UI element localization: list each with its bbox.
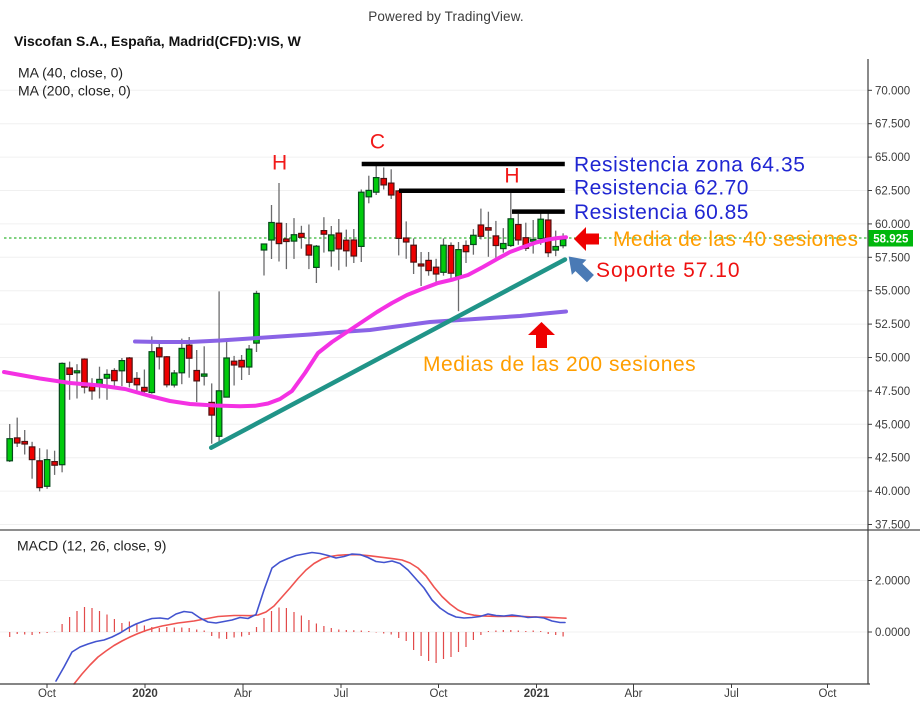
svg-text:62.500: 62.500 [875, 186, 910, 198]
svg-text:Soporte 57.10: Soporte 57.10 [596, 259, 741, 282]
svg-text:Viscofan S.A., España, Madrid(: Viscofan S.A., España, Madrid(CFD):VIS, … [14, 33, 302, 49]
svg-text:Oct: Oct [38, 688, 57, 700]
svg-text:2020: 2020 [132, 688, 158, 700]
svg-text:52.500: 52.500 [875, 319, 910, 331]
svg-text:Medias de las 200 sesiones: Medias de las 200 sesiones [423, 353, 696, 376]
svg-text:H: H [504, 165, 519, 188]
svg-text:Resistencia 62.70: Resistencia 62.70 [574, 177, 749, 200]
svg-text:47.500: 47.500 [875, 386, 910, 398]
svg-text:Abr: Abr [234, 688, 252, 700]
svg-text:40.000: 40.000 [875, 486, 910, 498]
svg-text:Oct: Oct [819, 688, 838, 700]
svg-text:MA (40, close, 0): MA (40, close, 0) [18, 65, 123, 81]
svg-text:Jul: Jul [334, 688, 349, 700]
svg-text:42.500: 42.500 [875, 453, 910, 465]
svg-text:45.000: 45.000 [875, 419, 910, 431]
svg-text:2021: 2021 [524, 688, 550, 700]
svg-text:67.500: 67.500 [875, 119, 910, 131]
svg-text:Powered by TradingView.: Powered by TradingView. [368, 9, 524, 24]
svg-text:37.500: 37.500 [875, 520, 910, 532]
svg-text:Resistencia 60.85: Resistencia 60.85 [574, 201, 749, 224]
svg-text:H: H [272, 151, 287, 174]
svg-text:60.000: 60.000 [875, 219, 910, 231]
svg-text:58.925: 58.925 [873, 233, 909, 245]
svg-text:0.0000: 0.0000 [875, 627, 910, 639]
svg-text:C: C [370, 131, 385, 154]
svg-text:MACD (12, 26, close, 9): MACD (12, 26, close, 9) [17, 538, 166, 554]
svg-text:MA (200, close, 0): MA (200, close, 0) [18, 83, 131, 99]
svg-text:65.000: 65.000 [875, 152, 910, 164]
svg-text:Abr: Abr [625, 688, 643, 700]
svg-text:50.000: 50.000 [875, 353, 910, 365]
svg-text:57.500: 57.500 [875, 252, 910, 264]
svg-text:70.000: 70.000 [875, 85, 910, 97]
svg-text:Oct: Oct [430, 688, 449, 700]
svg-text:Jul: Jul [724, 688, 739, 700]
svg-text:Resistencia zona 64.35: Resistencia zona 64.35 [574, 154, 806, 177]
svg-text:55.000: 55.000 [875, 286, 910, 298]
svg-text:2.0000: 2.0000 [875, 576, 910, 588]
svg-text:Media de las 40 sesiones: Media de las 40 sesiones [613, 228, 858, 251]
